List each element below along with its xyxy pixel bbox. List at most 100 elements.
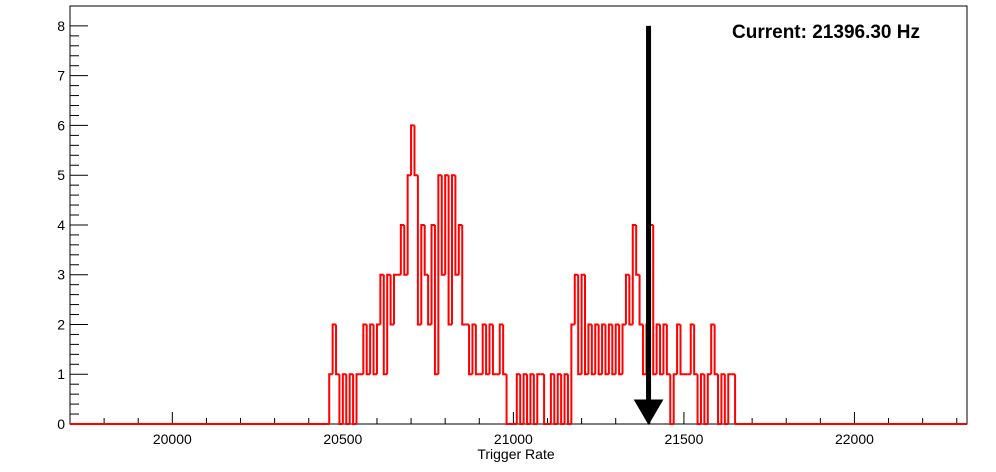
histogram-bin	[618, 324, 623, 376]
histogram-bin	[720, 373, 725, 424]
histogram-bin	[382, 274, 388, 376]
histogram-bin	[505, 374, 510, 425]
y-tick-label: 6	[57, 117, 65, 133]
histogram-bin	[369, 323, 374, 375]
histogram-bin	[338, 374, 343, 425]
histogram-bin	[341, 373, 347, 424]
histogram-bin	[485, 324, 490, 376]
histogram-bin	[723, 374, 729, 425]
histogram-bin	[447, 175, 452, 326]
histogram-bin	[502, 324, 507, 376]
histogram-bin	[590, 324, 596, 376]
histogram-bin	[624, 273, 630, 325]
histogram-bin	[423, 224, 429, 276]
y-tick-label: 7	[57, 68, 65, 84]
histogram-bin	[556, 373, 562, 424]
histogram-bin	[638, 274, 643, 326]
histogram-bin	[570, 323, 575, 424]
histogram-bin	[604, 324, 609, 376]
histogram-bin	[410, 124, 415, 176]
histogram-bin	[563, 373, 568, 424]
histogram-bin	[689, 323, 695, 375]
x-tick-label: 20000	[153, 431, 192, 447]
histogram-bin	[498, 323, 504, 375]
histogram-bin	[413, 125, 418, 177]
histogram-bin	[628, 274, 633, 326]
histogram-bin	[641, 324, 647, 376]
y-tick-label: 0	[57, 416, 65, 432]
histogram-bin	[662, 323, 667, 375]
y-tick-label: 1	[57, 366, 65, 382]
histogram-bin	[348, 373, 354, 424]
histogram-bin	[450, 174, 456, 325]
histogram-bin	[352, 374, 357, 425]
histogram-bin	[659, 324, 664, 376]
histogram-bin	[406, 174, 412, 275]
histogram-bin	[399, 223, 405, 275]
arrow-head	[633, 399, 664, 425]
histogram-bin	[676, 323, 681, 375]
y-axis: 0 1 2 3 4 5 6 7 8	[57, 18, 88, 432]
histogram-bin	[379, 273, 384, 325]
histogram-bin	[433, 224, 439, 376]
histogram-bin	[375, 323, 381, 375]
histogram-bin	[386, 273, 391, 375]
histogram-bin	[474, 324, 480, 376]
histogram-bin	[444, 174, 449, 275]
histogram-bin	[655, 323, 661, 375]
histogram-bin	[573, 273, 579, 325]
histogram-bin	[389, 274, 395, 326]
y-tick-label: 3	[57, 267, 65, 283]
histogram-bin	[543, 374, 548, 425]
histogram-bin	[515, 373, 521, 424]
histogram-bin	[717, 374, 722, 425]
x-axis: 20000 20500 21000 21500 22000	[69, 412, 958, 447]
histogram-bin	[621, 323, 626, 375]
histogram-bin	[519, 374, 524, 425]
histogram-bin	[560, 374, 565, 425]
histogram-bin	[587, 323, 592, 375]
x-tick-label: 21000	[494, 431, 533, 447]
histogram-bin	[416, 175, 422, 326]
x-tick-label: 20500	[323, 431, 362, 447]
histogram-bin	[693, 324, 698, 376]
histogram-bin	[631, 223, 637, 325]
histogram-bin	[611, 324, 616, 376]
histogram-bin	[635, 224, 640, 276]
histogram-bin	[607, 323, 613, 375]
histogram-bin	[331, 323, 337, 375]
histogram-bin	[614, 323, 620, 375]
histogram-bin	[696, 374, 701, 425]
plot-frame	[69, 5, 968, 425]
histogram-bin	[345, 374, 350, 425]
histogram-bin	[679, 324, 684, 376]
histogram-bin	[457, 223, 463, 275]
histogram-bin	[553, 374, 558, 425]
x-tick-label: 22000	[835, 431, 874, 447]
y-tick-label: 2	[57, 316, 65, 332]
histogram-bin	[335, 324, 340, 376]
histogram-bin	[566, 374, 572, 425]
histogram-bin	[529, 373, 534, 424]
histogram-bin	[594, 323, 599, 375]
histogram-bin	[427, 274, 432, 326]
histogram-bin	[727, 373, 732, 424]
x-axis-label: Trigger Rate	[477, 446, 555, 462]
histogram-bin	[430, 223, 435, 325]
histogram-bin	[362, 323, 367, 375]
y-tick-label: 4	[57, 217, 65, 233]
histogram-bin	[532, 374, 538, 425]
histogram-bin	[488, 323, 493, 375]
histogram-bin	[577, 274, 582, 376]
histogram-bin	[597, 324, 603, 376]
y-tick-label: 8	[57, 18, 65, 34]
histogram-bin	[437, 174, 442, 375]
y-tick-label: 5	[57, 167, 65, 183]
histogram-bin	[601, 323, 606, 375]
histogram-bin	[549, 373, 555, 424]
histogram-bin	[713, 324, 719, 376]
histogram-bin	[491, 324, 497, 376]
histogram-bin	[706, 373, 712, 424]
histogram-bin	[440, 175, 446, 276]
